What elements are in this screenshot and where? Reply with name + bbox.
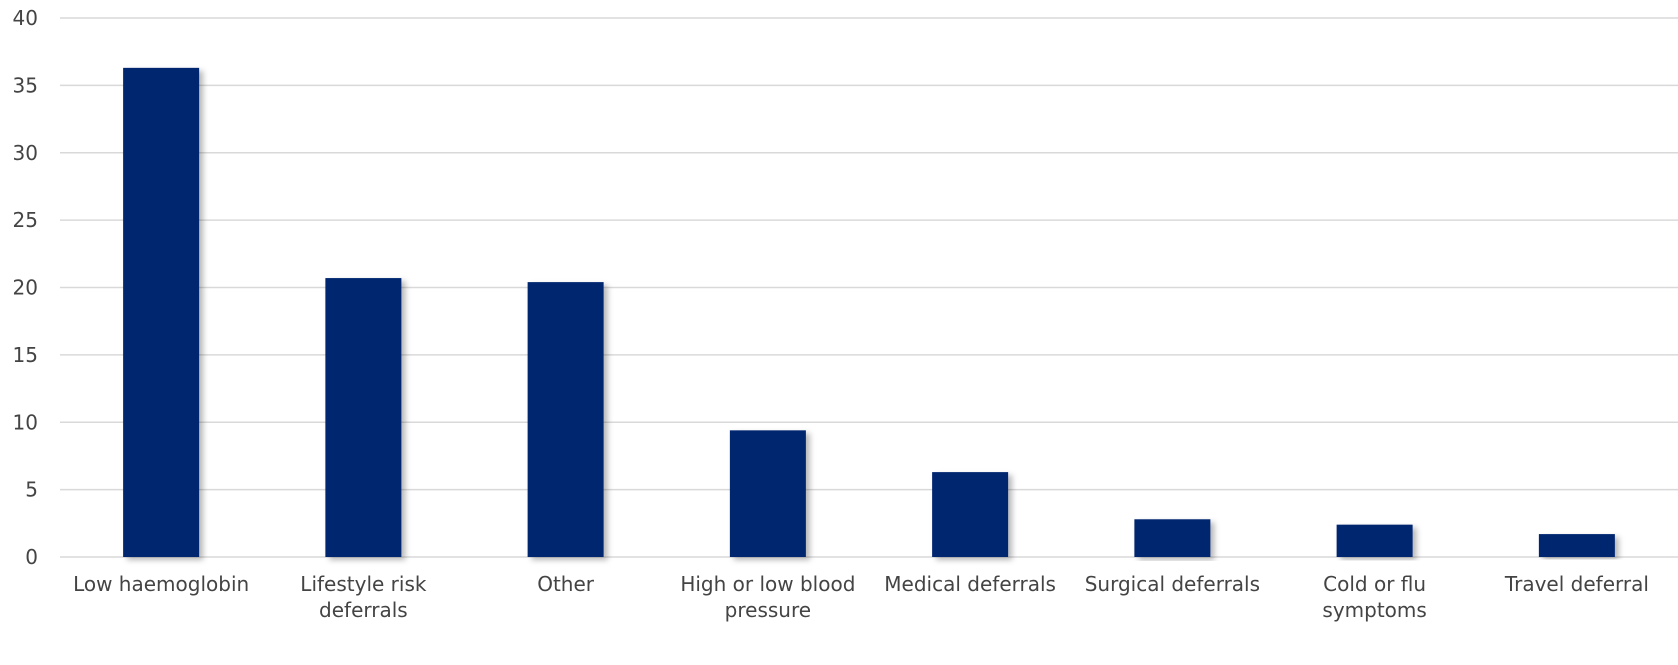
bar-medical-deferrals (932, 472, 1009, 557)
y-tick-label: 10 (13, 410, 38, 434)
x-category-label: Travel deferral (1504, 572, 1649, 596)
gridlines (60, 17, 1678, 558)
y-tick-label: 40 (13, 6, 38, 30)
bars (123, 67, 1615, 558)
x-category-label: Low haemoglobin (73, 572, 249, 596)
bar-cold-or-flu-symptoms (1336, 524, 1413, 557)
bar-high-or-low-blood-pressure (729, 430, 806, 557)
y-tick-label: 25 (13, 208, 38, 232)
bar-other (527, 282, 604, 557)
y-tick-label: 20 (13, 276, 38, 300)
y-tick-label: 0 (25, 545, 38, 569)
y-tick-label: 5 (25, 478, 38, 502)
x-category-label: High or low blood pressure (680, 572, 855, 622)
x-axis-category-labels: Low haemoglobin Lifestyle risk deferrals Ot… (73, 572, 1649, 622)
y-axis-tick-labels: 0 5 10 15 20 25 30 35 40 (13, 6, 38, 569)
x-category-label: Surgical deferrals (1085, 572, 1260, 596)
bar-lifestyle-risk-deferrals (325, 278, 402, 557)
x-category-label: Lifestyle risk deferrals (300, 572, 427, 622)
x-category-label: Medical deferrals (884, 572, 1056, 596)
y-tick-label: 35 (13, 73, 38, 97)
x-category-label: Cold or flu symptoms (1322, 572, 1426, 622)
y-tick-label: 30 (13, 141, 38, 165)
bar-surgical-deferrals (1134, 519, 1211, 557)
bar-travel-deferral (1538, 534, 1615, 557)
x-category-label: Other (537, 572, 595, 596)
y-tick-label: 15 (13, 343, 38, 367)
bar-low-haemoglobin (123, 67, 200, 558)
